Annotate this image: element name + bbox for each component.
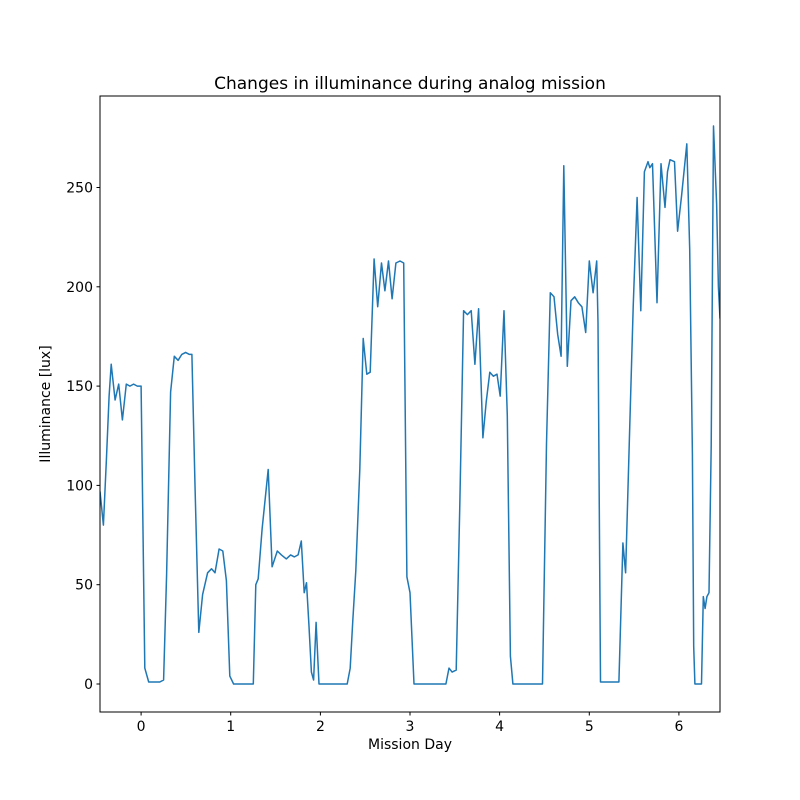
illuminance-line bbox=[100, 125, 720, 685]
y-tick-label: 50 bbox=[75, 578, 93, 594]
y-tick-label: 100 bbox=[66, 478, 93, 494]
x-tick-label: 1 bbox=[226, 719, 235, 735]
x-axis-label: Mission Day bbox=[368, 737, 452, 753]
y-axis-ticks: 0 50 100 150 200 250 bbox=[66, 181, 100, 693]
y-tick-label: 0 bbox=[84, 677, 93, 693]
y-tick-label: 200 bbox=[66, 280, 93, 296]
x-tick-label: 5 bbox=[585, 719, 594, 735]
x-tick-label: 3 bbox=[406, 719, 415, 735]
axes-spines bbox=[99, 95, 721, 713]
y-tick-label: 250 bbox=[66, 181, 93, 197]
y-tick-label: 150 bbox=[66, 379, 93, 395]
x-tick-label: 4 bbox=[495, 719, 504, 735]
chart-title: Changes in illuminance during analog mis… bbox=[214, 74, 606, 94]
x-tick-label: 0 bbox=[137, 719, 146, 735]
y-axis-label: Illuminance [lux] bbox=[38, 345, 54, 462]
x-tick-label: 2 bbox=[316, 719, 325, 735]
x-axis-ticks: 0 1 2 3 4 5 6 bbox=[137, 712, 683, 735]
x-tick-label: 6 bbox=[674, 719, 683, 735]
